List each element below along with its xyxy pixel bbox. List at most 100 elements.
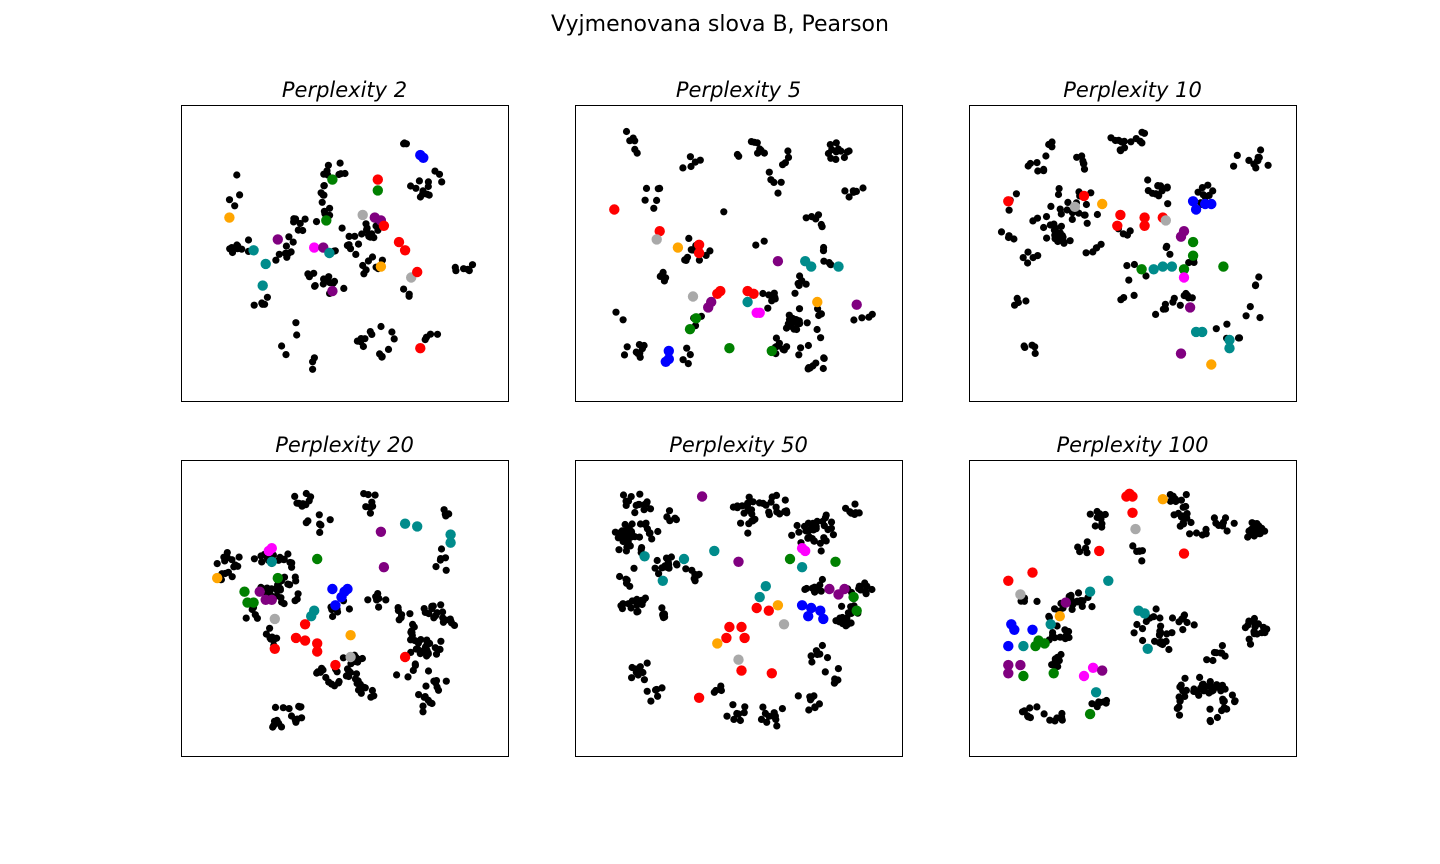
scatter-point: [275, 250, 283, 258]
scatter-point: [612, 308, 620, 316]
scatter-point: [619, 491, 628, 499]
scatter-point-green: [239, 586, 250, 597]
scatter-point: [1022, 297, 1030, 305]
scatter-point: [1074, 589, 1083, 597]
scatter-point: [720, 208, 728, 216]
scatter-point: [1127, 138, 1135, 146]
scatter-point: [1026, 159, 1034, 168]
scatter-point-purple: [824, 583, 835, 595]
scatter-point-blue: [1206, 198, 1217, 210]
scatter-point-gray: [1069, 201, 1081, 212]
scatter-point: [1056, 229, 1064, 237]
scatter-point: [696, 156, 704, 164]
scatter-point: [1080, 165, 1089, 173]
scatter-point: [654, 185, 662, 193]
scatter-point-green: [1084, 708, 1096, 720]
scatter-point-teal: [412, 521, 423, 532]
scatter-point: [640, 676, 649, 684]
scatter-point: [228, 573, 236, 581]
subplot-title: Perplexity 10: [1063, 78, 1202, 102]
scatter-point: [1206, 705, 1214, 713]
scatter-point: [295, 499, 303, 507]
scatter-point: [276, 553, 284, 562]
scatter-point-teal: [1142, 643, 1153, 654]
scatter-point-teal: [248, 245, 259, 256]
scatter-point: [658, 604, 666, 612]
scatter-point-red: [609, 204, 620, 215]
scatter-point: [420, 605, 428, 613]
scatter-point: [384, 345, 393, 353]
scatter-point-blue: [418, 152, 429, 163]
scatter-point: [1190, 621, 1198, 629]
scatter-point-orange: [772, 600, 784, 611]
scatter-point: [1034, 167, 1042, 175]
scatter-point: [1088, 603, 1096, 611]
scatter-point: [1175, 703, 1183, 711]
scatter-point-green: [1136, 264, 1147, 275]
scatter-point: [643, 687, 651, 695]
scatter-point: [309, 365, 317, 373]
scatter-point: [820, 243, 828, 252]
scatter-point-green: [766, 345, 777, 357]
scatter-point: [627, 493, 635, 501]
scatter-point: [687, 246, 695, 254]
scatter-point: [1042, 213, 1051, 221]
scatter-point-purple: [772, 256, 784, 267]
scatter-point: [424, 667, 433, 675]
scatter-point: [1074, 543, 1082, 551]
scatter-point: [630, 564, 638, 572]
scatter-point: [1220, 704, 1228, 712]
scatter-point-red: [372, 174, 383, 185]
scatter-point: [1204, 181, 1212, 189]
scatter-point-red: [299, 635, 311, 646]
scatter-point-teal: [1045, 619, 1056, 630]
scatter-point: [334, 679, 343, 687]
scatter-point: [849, 187, 857, 195]
scatter-point: [1256, 314, 1264, 322]
scatter-point: [760, 149, 769, 157]
scatter-point: [291, 492, 299, 500]
scatter-point: [647, 697, 655, 705]
scatter-point: [1055, 185, 1063, 193]
scatter-point: [1246, 640, 1255, 648]
scatter-point: [326, 516, 334, 524]
scatter-point: [744, 529, 752, 537]
scatter-point-green: [1178, 264, 1190, 275]
scatter-point: [691, 577, 699, 585]
scatter-point: [1051, 634, 1059, 642]
scatter-point: [826, 141, 834, 149]
scatter-point-green: [321, 215, 332, 226]
subplot-5: Perplexity 50: [575, 433, 903, 757]
scatter-point: [627, 528, 636, 536]
scatter-point: [997, 228, 1006, 236]
scatter-point: [1178, 615, 1186, 623]
scatter-point: [244, 236, 253, 244]
scatter-point: [282, 351, 290, 359]
scatter-point: [845, 193, 853, 201]
scatter-point-gray: [1160, 215, 1172, 226]
scatter-point: [755, 499, 764, 507]
scatter-point: [822, 511, 830, 519]
scatter-point: [397, 614, 405, 622]
scatter-point: [412, 645, 420, 653]
scatter-point: [760, 237, 768, 245]
scatter-point: [1079, 157, 1087, 165]
scatter-point: [1168, 614, 1177, 622]
scatter-point: [622, 497, 631, 506]
scatter-point: [702, 251, 710, 259]
subplot-title: Perplexity 100: [1057, 433, 1209, 457]
scatter-point: [631, 508, 639, 517]
scatter-point-green: [1048, 668, 1059, 679]
scatter-point: [788, 531, 796, 539]
scatter-point: [856, 583, 864, 592]
scatter-point: [335, 170, 343, 179]
scatter-point-orange: [812, 296, 823, 308]
scatter-point: [432, 612, 440, 620]
scatter-point: [829, 531, 838, 539]
scatter-point: [405, 292, 413, 300]
scatter-point: [319, 280, 327, 288]
scatter-point: [1068, 215, 1076, 223]
scatter-point-purple: [851, 299, 862, 310]
scatter-point-red: [654, 226, 665, 237]
scatter-point: [1120, 144, 1129, 152]
